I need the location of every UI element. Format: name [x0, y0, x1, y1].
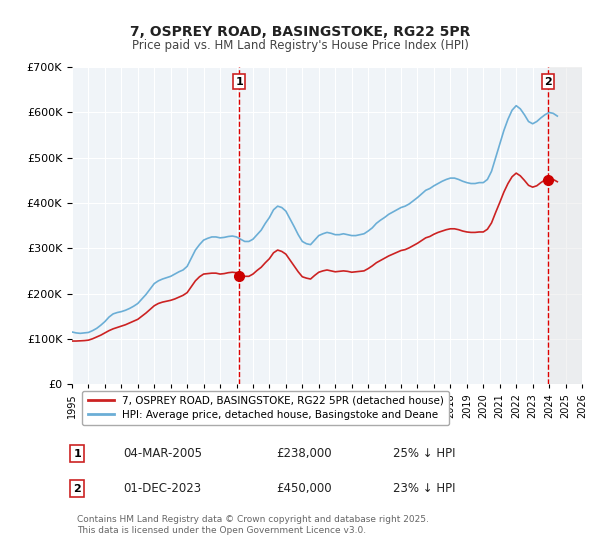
Text: Price paid vs. HM Land Registry's House Price Index (HPI): Price paid vs. HM Land Registry's House …	[131, 39, 469, 52]
Text: 7, OSPREY ROAD, BASINGSTOKE, RG22 5PR: 7, OSPREY ROAD, BASINGSTOKE, RG22 5PR	[130, 25, 470, 39]
Text: 1: 1	[73, 449, 81, 459]
Text: 23% ↓ HPI: 23% ↓ HPI	[394, 482, 456, 495]
Text: 04-MAR-2005: 04-MAR-2005	[123, 447, 202, 460]
Legend: 7, OSPREY ROAD, BASINGSTOKE, RG22 5PR (detached house), HPI: Average price, deta: 7, OSPREY ROAD, BASINGSTOKE, RG22 5PR (d…	[82, 390, 449, 425]
Bar	[548, 67, 582, 384]
Text: 25% ↓ HPI: 25% ↓ HPI	[394, 447, 456, 460]
Text: 2: 2	[73, 484, 81, 493]
Text: 01-DEC-2023: 01-DEC-2023	[123, 482, 201, 495]
Text: 1: 1	[235, 77, 243, 87]
Text: Contains HM Land Registry data © Crown copyright and database right 2025.
This d: Contains HM Land Registry data © Crown c…	[77, 515, 429, 535]
Text: £238,000: £238,000	[276, 447, 332, 460]
Text: 2: 2	[544, 77, 551, 87]
Text: £450,000: £450,000	[276, 482, 332, 495]
